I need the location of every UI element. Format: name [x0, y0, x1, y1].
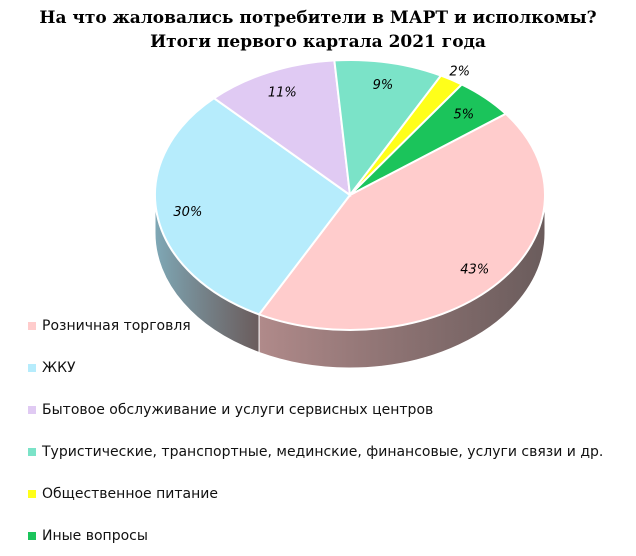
chart-title-line-2: Итоги первого картала 2021 года [150, 32, 486, 52]
legend-swatch [28, 322, 36, 330]
legend-item: Иные вопросы [28, 526, 612, 547]
chart-title-line-1: На что жаловались потребители в МАРТ и и… [39, 8, 597, 28]
pie-slice-1 [154, 97, 352, 316]
legend-item: Бытовое обслуживание и услуги сервисных … [28, 400, 612, 421]
slice-label-5: 5% [453, 107, 474, 122]
slice-label-4: 2% [449, 65, 470, 80]
chart-title: На что жаловались потребители в МАРТ и и… [0, 6, 636, 54]
legend-item: Туристические, транспортные, мединские, … [28, 442, 612, 463]
legend-item: Общественное питание [28, 484, 612, 505]
slice-label-1: 30% [173, 205, 202, 220]
legend-item: Розничная торговля [28, 316, 612, 337]
legend-label: Бытовое обслуживание и услуги сервисных … [42, 402, 434, 418]
legend-swatch [28, 406, 36, 414]
slice-label-0: 43% [460, 262, 489, 277]
legend-item: ЖКУ [28, 358, 612, 379]
legend-label: ЖКУ [42, 360, 76, 376]
legend-label: Общественное питание [42, 486, 218, 502]
slice-label-3: 9% [373, 78, 394, 93]
pie-slice-3 [333, 59, 443, 198]
legend-swatch [28, 364, 36, 372]
legend-label: Туристические, транспортные, мединские, … [42, 444, 604, 460]
pie-slice-5 [349, 83, 508, 196]
slice-label-2: 11% [268, 86, 297, 101]
pie-slice-0 [257, 112, 546, 331]
legend-label: Розничная торговля [42, 318, 191, 334]
pie-labels: 43% 30% 11% 9% 2% 5% [173, 65, 489, 278]
legend-swatch [28, 448, 36, 456]
legend-label: Иные вопросы [42, 528, 148, 544]
pie-top [154, 59, 546, 331]
legend-swatch [28, 490, 36, 498]
legend-swatch [28, 532, 36, 540]
pie-slice-2 [212, 59, 352, 198]
